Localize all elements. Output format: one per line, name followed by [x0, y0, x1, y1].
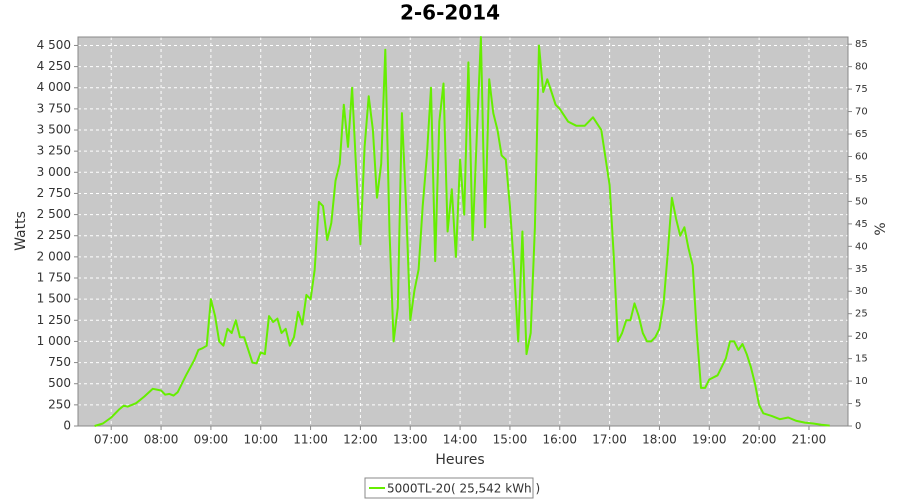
- series-line: [94, 36, 830, 427]
- y2-tick-label: 30: [855, 286, 868, 297]
- chart-title: 2-6-2014: [400, 1, 500, 25]
- x-tick-label: 12:00: [343, 433, 378, 447]
- y2-tick-label: 5: [855, 399, 861, 410]
- y2-tick-label: 20: [855, 331, 868, 342]
- y2-tick-label: 70: [855, 107, 868, 118]
- y-tick-label: 2 500: [37, 207, 71, 221]
- y2-tick-label: 40: [855, 241, 868, 252]
- x-tick-label: 16:00: [542, 433, 577, 447]
- y-tick-label: 3 250: [37, 144, 71, 158]
- y2-tick-label: 45: [855, 219, 868, 230]
- x-tick-label: 11:00: [293, 433, 328, 447]
- y-tick-label: 2 000: [37, 249, 71, 263]
- y2-tick-label: 75: [855, 84, 868, 95]
- y-tick-label: 3 000: [37, 165, 71, 179]
- x-axis-title: Heures: [435, 452, 484, 468]
- x-tick-label: 09:00: [194, 433, 229, 447]
- y-tick-label: 1 500: [37, 292, 71, 306]
- y2-tick-label: 10: [855, 376, 868, 387]
- y2-tick-label: 0: [855, 421, 861, 432]
- y2-axis-title: %: [873, 222, 889, 235]
- y2-tick-label: 85: [855, 39, 868, 50]
- y-tick-label: 1 250: [37, 313, 71, 327]
- y-axis-title: Watts: [13, 211, 29, 251]
- x-tick-label: 18:00: [642, 433, 677, 447]
- y2-tick-label: 65: [855, 129, 868, 140]
- x-tick-label: 15:00: [493, 433, 528, 447]
- y-tick-label: 4 250: [37, 59, 71, 73]
- y-tick-label: 0: [63, 419, 71, 433]
- y2-tick-label: 25: [855, 309, 868, 320]
- y-tick-label: 1 000: [37, 334, 71, 348]
- legend-box: [364, 477, 534, 499]
- y-tick-label: 500: [48, 376, 71, 390]
- y-tick-label: 3 750: [37, 101, 71, 115]
- x-tick-label: 13:00: [393, 433, 428, 447]
- x-tick-label: 20:00: [742, 433, 777, 447]
- plot-border: [77, 36, 849, 427]
- y2-tick-label: 50: [855, 196, 868, 207]
- x-tick-label: 08:00: [144, 433, 179, 447]
- y2-tick-label: 80: [855, 62, 868, 73]
- x-tick-label: 21:00: [792, 433, 827, 447]
- legend: 5000TL-20( 25,542 kWh ): [364, 477, 540, 499]
- x-tick-label: 19:00: [692, 433, 727, 447]
- y-tick-label: 250: [48, 397, 71, 411]
- y2-tick-label: 60: [855, 151, 868, 162]
- y-tick-label: 4 000: [37, 80, 71, 94]
- x-tick-label: 17:00: [592, 433, 627, 447]
- y-tick-label: 3 500: [37, 123, 71, 137]
- legend-label: 5000TL-20( 25,542 kWh ): [387, 482, 540, 496]
- y-tick-label: 750: [48, 355, 71, 369]
- y-tick-label: 2 750: [37, 186, 71, 200]
- y2-tick-label: 55: [855, 174, 868, 185]
- plot-area: [78, 37, 848, 426]
- y-tick-label: 4 500: [37, 38, 71, 52]
- x-tick-label: 10:00: [243, 433, 278, 447]
- y2-tick-label: 35: [855, 264, 868, 275]
- y2-tick-label: 15: [855, 354, 868, 365]
- x-tick-label: 14:00: [443, 433, 478, 447]
- x-tick-label: 07:00: [94, 433, 129, 447]
- y-tick-label: 1 750: [37, 271, 71, 285]
- y-tick-label: 2 250: [37, 228, 71, 242]
